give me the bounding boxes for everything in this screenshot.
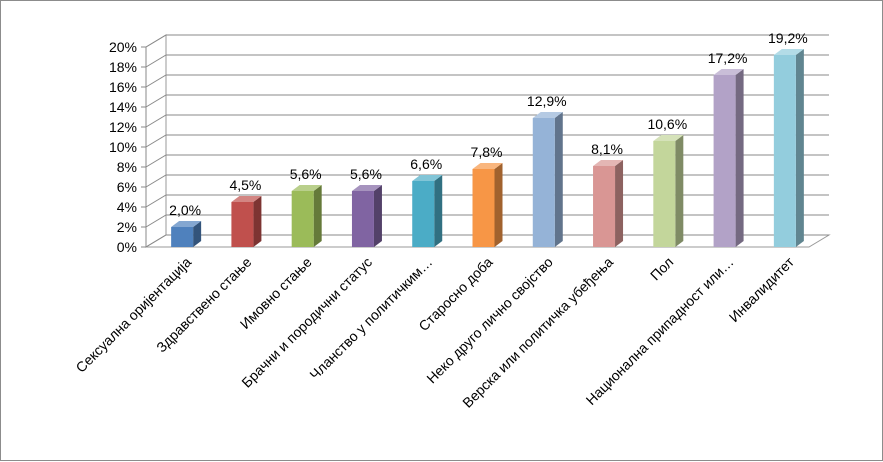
category-label: Сексуална оријентација — [73, 254, 195, 376]
data-label: 19,2% — [768, 30, 808, 46]
gridline — [145, 54, 829, 68]
bar-front — [171, 227, 194, 247]
bar — [351, 185, 382, 247]
category-label: Неко друго лично својство — [423, 254, 556, 387]
y-tick-label: 6% — [117, 179, 137, 195]
bar-side — [675, 135, 684, 247]
bar — [171, 221, 202, 247]
bar-front — [713, 75, 736, 247]
bar-side — [615, 160, 624, 247]
bar-top — [351, 185, 382, 191]
bar-front — [412, 181, 435, 247]
y-tick-label: 0% — [117, 239, 137, 255]
bar-side — [313, 185, 322, 247]
bar — [713, 69, 744, 247]
bar-side — [795, 49, 804, 247]
bar-top — [653, 135, 684, 141]
data-label: 4,5% — [229, 177, 261, 193]
gridline — [145, 134, 829, 148]
bar-side — [373, 185, 382, 247]
bar-front — [472, 169, 495, 247]
gridline — [145, 154, 829, 168]
y-tick-label: 20% — [109, 39, 137, 55]
bar-front — [532, 118, 555, 247]
bar-top — [532, 112, 563, 118]
bar-front — [351, 191, 374, 247]
y-tick-label: 14% — [109, 99, 137, 115]
data-label: 6,6% — [410, 156, 442, 172]
bar-side — [735, 69, 744, 247]
y-tick-label: 16% — [109, 79, 137, 95]
bar-side — [434, 175, 443, 247]
category-label: Инвалидитет — [726, 253, 798, 325]
bar-front — [593, 166, 616, 247]
bar — [231, 196, 262, 247]
gridline — [145, 74, 829, 88]
gridline — [145, 94, 829, 108]
y-tick-label: 4% — [117, 199, 137, 215]
gridline — [145, 34, 829, 48]
data-label: 7,8% — [471, 144, 503, 160]
y-tick-label: 18% — [109, 59, 137, 75]
bar — [291, 185, 322, 247]
bar-top — [171, 221, 202, 227]
bar-front — [773, 55, 796, 247]
bar — [532, 112, 563, 247]
y-tick-label: 12% — [109, 119, 137, 135]
bar-side — [193, 221, 202, 247]
bar-front — [291, 191, 314, 247]
data-label: 17,2% — [708, 50, 748, 66]
bar-top — [291, 185, 322, 191]
data-label: 5,6% — [290, 166, 322, 182]
bar-top — [773, 49, 804, 55]
data-label: 5,6% — [350, 166, 382, 182]
bar-top — [231, 196, 262, 202]
bar-side — [494, 163, 503, 247]
bar-top — [713, 69, 744, 75]
bar-front — [653, 141, 676, 247]
bar-side — [554, 112, 563, 247]
bar — [593, 160, 624, 247]
data-label: 12,9% — [527, 93, 567, 109]
y-tick-label: 2% — [117, 219, 137, 235]
y-axis-ticks: 0% 2% 4% 6% 8% 10% 12% 14% 16% 18% 20% — [109, 39, 137, 255]
bar-side — [253, 196, 262, 247]
bar-top — [412, 175, 443, 181]
data-labels: 2,0% 4,5% 5,6% 5,6% 6,6% 7,8% 12,9% 8,1% 10,6% 17… — [169, 30, 808, 218]
data-label: 2,0% — [169, 202, 201, 218]
bar — [412, 175, 443, 247]
bar — [773, 49, 804, 247]
bar — [653, 135, 684, 247]
category-label: Чланство у политичким… — [306, 254, 435, 383]
bar-top — [593, 160, 624, 166]
y-tick-label: 8% — [117, 159, 137, 175]
data-label: 10,6% — [647, 116, 687, 132]
y-tick-label: 10% — [109, 139, 137, 155]
bar-top — [472, 163, 503, 169]
gridline — [145, 114, 829, 128]
category-label: Пол — [647, 254, 676, 283]
bar — [472, 163, 503, 247]
bars — [171, 49, 804, 247]
data-label: 8,1% — [591, 141, 623, 157]
bar-front — [231, 202, 254, 247]
